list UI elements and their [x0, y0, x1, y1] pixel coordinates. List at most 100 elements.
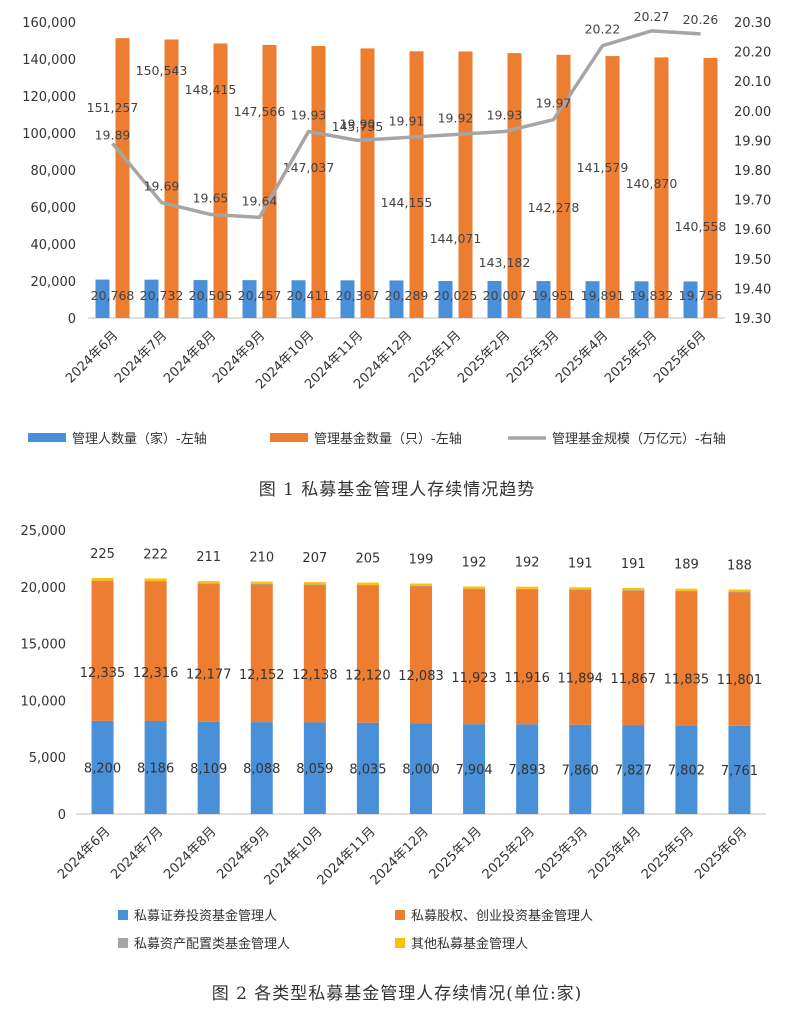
- chart2-label-equity: 11,867: [611, 672, 657, 687]
- chart1-bar-funds: [458, 51, 473, 318]
- chart2-legend-label: 私募股权、创业投资基金管理人: [411, 908, 593, 924]
- chart2-bar-segment-1: [91, 580, 114, 721]
- chart1-label-managers: 20,007: [483, 288, 527, 303]
- chart1-x-tick-label: 2025年6月: [651, 328, 709, 386]
- chart1-bar-managers: [95, 279, 110, 318]
- chart2-bar-segment-0: [516, 724, 539, 814]
- chart1-label-funds: 142,278: [528, 200, 580, 215]
- chart2-bar-segment-2: [250, 583, 273, 585]
- chart1-label-aum: 19.69: [144, 179, 180, 194]
- chart2-bar-segment-0: [728, 725, 751, 814]
- legend-aum-label: 管理基金规模（万亿元）-右轴: [552, 431, 726, 447]
- chart1-bar-funds: [703, 57, 718, 318]
- chart2-label-equity: 12,316: [133, 666, 179, 681]
- chart1-bar-funds: [605, 56, 620, 318]
- chart2-x-tick-label: 2025年6月: [692, 824, 750, 882]
- chart2-label-equity: 11,916: [504, 671, 550, 686]
- chart2-bar-segment-2: [463, 588, 486, 590]
- chart2-label-equity: 11,923: [451, 671, 497, 686]
- chart2-bar-segment-3: [569, 587, 592, 590]
- chart2-legend-swatch: [118, 910, 128, 920]
- chart1-bar-managers: [242, 280, 257, 318]
- chart2-label-securities: 8,035: [349, 762, 386, 777]
- chart2-bar-segment-0: [303, 722, 326, 814]
- chart2-legend-swatch: [395, 938, 405, 948]
- legend-funds-label: 管理基金数量（只）-左轴: [314, 431, 462, 447]
- chart1-label-aum: 20.22: [585, 22, 621, 37]
- chart1-label-managers: 20,367: [336, 288, 380, 303]
- chart1-bar-funds: [556, 54, 571, 318]
- chart1-bar-managers: [291, 280, 306, 318]
- chart2-y-tick-label: 15,000: [21, 638, 67, 653]
- chart2-bar-segment-0: [622, 725, 645, 814]
- chart1-left-tick-label: 20,000: [31, 275, 77, 290]
- chart1-bar-funds: [213, 43, 228, 318]
- chart1-label-funds: 144,155: [381, 195, 433, 210]
- chart2-bar-segment-0: [197, 721, 220, 814]
- chart2-label-equity: 12,335: [80, 666, 126, 681]
- chart2-label-equity: 12,177: [186, 667, 232, 682]
- chart2-bar-segment-3: [250, 581, 273, 584]
- chart1-right-tick-label: 20.10: [734, 75, 771, 90]
- chart1-label-managers: 20,732: [140, 288, 184, 303]
- chart1-label-aum: 19.90: [340, 116, 376, 131]
- chart2-bar-segment-2: [197, 583, 220, 585]
- chart1-bar-managers: [144, 279, 159, 318]
- chart2-bar-segment-2: [516, 588, 539, 590]
- chart2-bar-segment-0: [91, 720, 114, 814]
- chart1-label-aum: 19.65: [193, 190, 229, 205]
- chart2-label-securities: 8,186: [137, 762, 174, 777]
- chart2-bar-segment-1: [410, 585, 432, 724]
- chart2-x-tick-label: 2024年7月: [108, 824, 166, 882]
- chart1-bar-funds: [409, 51, 424, 318]
- chart1-left-tick-label: 0: [68, 312, 76, 327]
- chart1-right-tick-label: 20.30: [734, 16, 771, 31]
- chart2-label-securities: 7,761: [721, 764, 758, 779]
- chart2-bar-segment-1: [197, 583, 220, 722]
- chart1-right-tick-label: 20.20: [734, 46, 771, 61]
- chart2-label-equity: 12,083: [398, 669, 444, 684]
- chart2-bar-segment-1: [303, 584, 326, 723]
- chart2-bar-segment-3: [303, 582, 326, 585]
- chart2-label-securities: 7,827: [615, 764, 652, 779]
- chart2-x-tick-label: 2025年2月: [480, 824, 538, 882]
- chart1-label-funds: 150,543: [136, 63, 188, 78]
- chart1-right-tick-label: 19.70: [734, 194, 771, 209]
- chart2-caption: 图 2 各类型私募基金管理人存续情况(单位:家): [212, 984, 583, 1004]
- chart2-label-other: 211: [196, 550, 221, 565]
- chart1-bar-funds: [262, 45, 277, 318]
- chart1-label-funds: 147,566: [234, 104, 286, 119]
- chart1-bar-managers: [438, 280, 453, 318]
- chart2-label-equity: 12,152: [239, 668, 285, 683]
- chart1-label-aum: 19.93: [487, 108, 523, 123]
- chart2-x-tick-label: 2025年5月: [639, 824, 697, 882]
- chart2-y-tick-label: 10,000: [21, 694, 67, 709]
- chart2-x-tick-label: 2025年3月: [533, 824, 591, 882]
- chart2-bar-segment-2: [91, 580, 114, 582]
- legend-managers-label: 管理人数量（家）-左轴: [72, 431, 207, 447]
- chart1-left-tick-label: 140,000: [22, 53, 76, 68]
- chart1-label-managers: 20,768: [91, 288, 135, 303]
- chart1-label-managers: 19,756: [679, 288, 723, 303]
- chart2-label-securities: 7,904: [455, 763, 492, 778]
- chart1-label-aum: 19.64: [242, 193, 278, 208]
- chart1-bar-managers: [683, 281, 698, 318]
- chart1-bar-managers: [340, 280, 355, 318]
- chart2-bar-segment-1: [463, 588, 486, 725]
- chart2-bar-segment-1: [622, 590, 645, 726]
- chart2-bar-segment-3: [675, 588, 698, 591]
- chart1-label-aum: 20.26: [683, 12, 719, 27]
- chart2-x-tick-label: 2024年6月: [55, 824, 113, 882]
- chart2-label-securities: 7,802: [668, 764, 705, 779]
- chart2-x-tick-label: 2024年8月: [161, 824, 219, 882]
- chart2-bar-segment-1: [356, 585, 379, 723]
- chart2-label-equity: 11,835: [664, 672, 710, 687]
- chart2-label-other: 189: [674, 558, 699, 573]
- chart2-label-other: 207: [302, 551, 327, 566]
- chart2-bar-segment-3: [410, 583, 432, 586]
- legend-managers-swatch: [28, 433, 66, 442]
- chart1-bar-managers: [487, 280, 502, 318]
- chart2-bar-segment-0: [463, 724, 486, 814]
- chart2-label-other: 191: [568, 556, 593, 571]
- chart1-label-aum: 20.27: [634, 9, 670, 24]
